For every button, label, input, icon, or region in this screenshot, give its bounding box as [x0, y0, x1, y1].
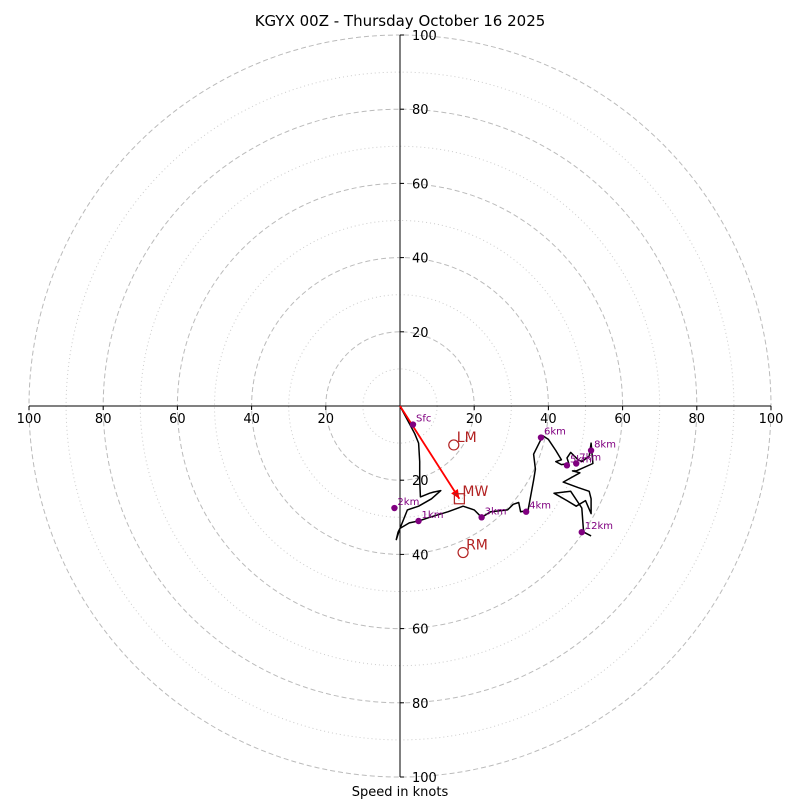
y-tick-label: 80: [412, 103, 429, 118]
height-label: 6km: [544, 427, 566, 438]
x-tick-label: 20: [466, 412, 483, 427]
y-tick-label: 20: [412, 326, 429, 341]
y-tick-label: 100: [412, 29, 437, 44]
x-tick-label: 40: [243, 412, 260, 427]
x-tick-label: 100: [17, 412, 42, 427]
height-point-sfc: [409, 421, 417, 428]
x-tick-label: 40: [540, 412, 557, 427]
height-point-2km: [391, 504, 398, 512]
height-label: 1km: [422, 510, 444, 521]
height-label: 4km: [529, 501, 551, 512]
height-point-1km: [415, 517, 422, 525]
x-tick-labels: 100 80 60 40 20 20 40 60 80 100: [17, 406, 784, 427]
height-label: 8km: [594, 440, 616, 451]
storm-motion-markers: LM MW RM: [448, 430, 488, 559]
y-tick-label: 100: [412, 771, 437, 786]
y-tick-label: 40: [412, 252, 429, 267]
height-label: Sfc: [416, 414, 431, 425]
height-point-12km: [578, 528, 585, 536]
hodograph-trace-group: [395, 405, 594, 541]
height-point-6km: [537, 434, 545, 441]
height-point-7km: [573, 460, 580, 467]
x-tick-label: 100: [759, 412, 784, 427]
x-tick-label: 20: [318, 412, 335, 427]
storm-motion-rm: [457, 546, 469, 559]
height-label: 5km: [570, 454, 592, 465]
storm-motion-lm: [448, 439, 460, 451]
height-point-8km: [587, 447, 595, 454]
height-label: 12km: [585, 521, 613, 532]
storm-motion-label: MW: [462, 484, 488, 500]
x-tick-label: 60: [614, 412, 631, 427]
y-tick-label: 60: [412, 623, 429, 638]
chart-title: KGYX 00Z - Thursday October 16 2025: [255, 12, 546, 30]
hodograph-trace: [395, 405, 594, 541]
y-tick-label: 80: [412, 697, 429, 712]
x-tick-label: 60: [169, 412, 186, 427]
height-point-3km: [478, 514, 485, 521]
height-label: 3km: [485, 506, 507, 517]
storm-motion-label: LM: [457, 430, 477, 446]
height-point-4km: [522, 508, 530, 515]
y-tick-label: 40: [412, 548, 429, 563]
storm-motion-mw: [453, 493, 465, 505]
height-label: 7km: [579, 453, 601, 464]
x-axis-label: Speed in knots: [352, 785, 449, 800]
x-tick-label: 80: [95, 412, 112, 427]
height-point-5km: [563, 462, 571, 469]
height-label: 2km: [397, 497, 419, 508]
storm-motion-label: RM: [466, 538, 488, 554]
x-tick-label: 80: [689, 412, 706, 427]
shear-vector: [399, 405, 461, 500]
y-tick-label: 60: [412, 177, 429, 192]
